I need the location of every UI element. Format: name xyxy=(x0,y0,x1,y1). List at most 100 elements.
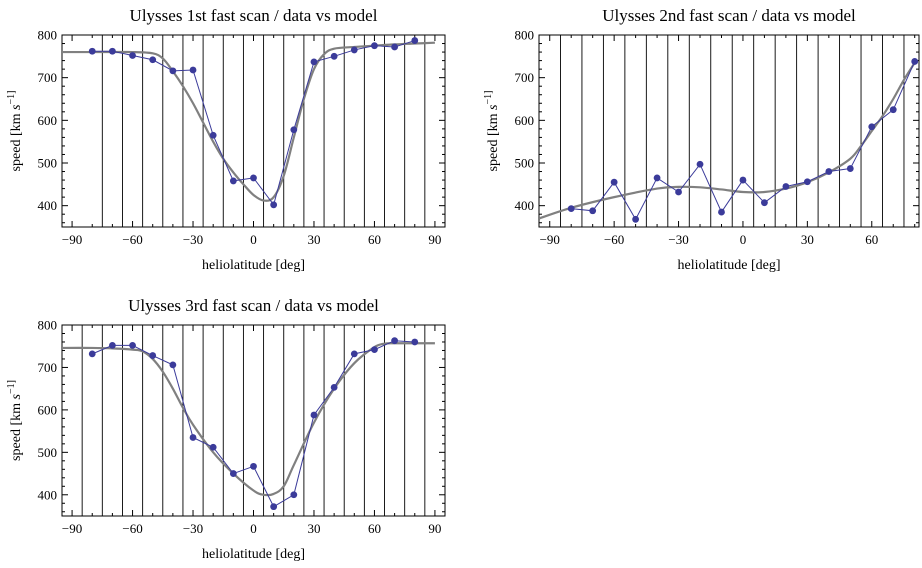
x-axis-label: heliolatitude [deg] xyxy=(202,547,305,562)
data-point xyxy=(868,123,876,131)
x-tick-label: −90 xyxy=(62,521,82,536)
data-point xyxy=(88,350,96,358)
data-series-line xyxy=(92,340,415,508)
data-point xyxy=(803,178,811,186)
data-point xyxy=(290,491,298,499)
data-point xyxy=(209,131,217,139)
data-point xyxy=(761,199,768,207)
x-tick-label: −90 xyxy=(540,232,560,247)
data-point xyxy=(310,58,318,66)
data-point xyxy=(653,174,661,182)
x-tick-label: 30 xyxy=(307,521,320,536)
data-point xyxy=(88,47,96,55)
x-tick-label: −30 xyxy=(183,521,203,536)
data-point xyxy=(411,37,419,44)
x-axis-label: heliolatitude [deg] xyxy=(677,258,780,273)
data-point xyxy=(675,188,682,196)
x-tick-label: −90 xyxy=(62,232,82,247)
x-tick-label: −60 xyxy=(604,232,624,247)
chart-title: Ulysses 1st fast scan / data vs model xyxy=(130,6,378,25)
plot-frame xyxy=(538,34,920,228)
x-tick-label: 60 xyxy=(368,232,381,247)
plot-frame xyxy=(61,324,446,517)
x-tick-label: 30 xyxy=(307,232,320,247)
y-tick-label: 600 xyxy=(38,113,58,128)
data-point xyxy=(718,208,725,216)
data-point xyxy=(270,503,278,511)
data-point xyxy=(270,201,278,209)
data-point xyxy=(290,126,298,134)
data-point xyxy=(209,443,217,451)
chart-title: Ulysses 3rd fast scan / data vs model xyxy=(128,296,379,315)
x-tick-label: 90 xyxy=(428,232,441,247)
data-point xyxy=(129,52,136,59)
x-tick-label: −30 xyxy=(668,232,688,247)
y-tick-label: 800 xyxy=(38,28,58,43)
y-tick-label: 700 xyxy=(38,70,58,85)
data-point xyxy=(229,177,237,185)
y-tick-label: 800 xyxy=(515,28,535,43)
data-point xyxy=(169,67,177,75)
data-point xyxy=(189,434,197,441)
y-axis-label: speed [km s−1] xyxy=(6,380,24,461)
data-point xyxy=(250,174,257,182)
chart-title: Ulysses 2nd fast scan / data vs model xyxy=(602,6,856,25)
chart-panel-1: −90 −60 −30 0 30 60 90 400 500 600 700 800 Ulysses 1… xyxy=(6,6,446,273)
data-point xyxy=(567,205,575,213)
data-point xyxy=(589,207,597,215)
y-tick-label: 800 xyxy=(38,318,58,333)
data-point xyxy=(310,411,318,419)
model-curve xyxy=(62,41,435,202)
data-point xyxy=(330,52,338,60)
data-point xyxy=(149,56,157,64)
data-point xyxy=(846,165,854,172)
data-point xyxy=(129,341,136,349)
data-point xyxy=(889,106,897,114)
y-axis-label: speed [km s−1] xyxy=(483,91,501,172)
data-point xyxy=(911,58,919,65)
data-point xyxy=(411,338,419,346)
x-tick-label: 0 xyxy=(250,232,257,247)
x-tick-label: 0 xyxy=(740,232,747,247)
data-point xyxy=(108,47,116,55)
x-tick-label: 90 xyxy=(428,521,441,536)
data-point xyxy=(825,168,833,175)
data-point xyxy=(782,183,790,190)
x-tick-label: −30 xyxy=(183,232,203,247)
data-point xyxy=(350,350,358,358)
data-point xyxy=(391,43,399,51)
y-axis-label: speed [km s−1] xyxy=(6,91,24,172)
x-tick-label: 60 xyxy=(865,232,878,247)
data-point xyxy=(189,66,197,74)
y-tick-label: 700 xyxy=(515,70,535,85)
y-tick-label: 400 xyxy=(515,198,535,213)
data-point xyxy=(371,42,378,50)
data-point xyxy=(739,176,747,184)
data-point xyxy=(350,46,358,54)
x-tick-label: −60 xyxy=(122,232,142,247)
data-point xyxy=(330,383,338,391)
data-point xyxy=(149,352,157,359)
y-tick-label: 600 xyxy=(515,113,535,128)
data-point xyxy=(371,346,378,354)
model-curve xyxy=(539,62,916,220)
x-axis-label: heliolatitude [deg] xyxy=(202,258,305,273)
x-tick-label: 60 xyxy=(368,521,381,536)
y-tick-label: 500 xyxy=(38,156,58,171)
y-tick-label: 400 xyxy=(38,487,58,502)
x-tick-label: −60 xyxy=(122,521,142,536)
data-point xyxy=(610,178,618,186)
model-curve xyxy=(62,342,435,497)
y-tick-label: 700 xyxy=(38,360,58,375)
data-point xyxy=(250,462,257,470)
data-point xyxy=(696,160,704,168)
y-tick-label: 500 xyxy=(38,445,58,460)
chart-panel-2: −90 −60 −30 0 30 60 400 500 600 700 800 Ulysses 2nd… xyxy=(483,6,920,273)
y-tick-label: 400 xyxy=(38,198,58,213)
data-point xyxy=(108,341,116,349)
y-tick-label: 500 xyxy=(515,156,535,171)
x-tick-label: 0 xyxy=(250,521,257,536)
data-point xyxy=(632,215,640,223)
data-point xyxy=(391,337,399,345)
data-point xyxy=(169,361,177,369)
